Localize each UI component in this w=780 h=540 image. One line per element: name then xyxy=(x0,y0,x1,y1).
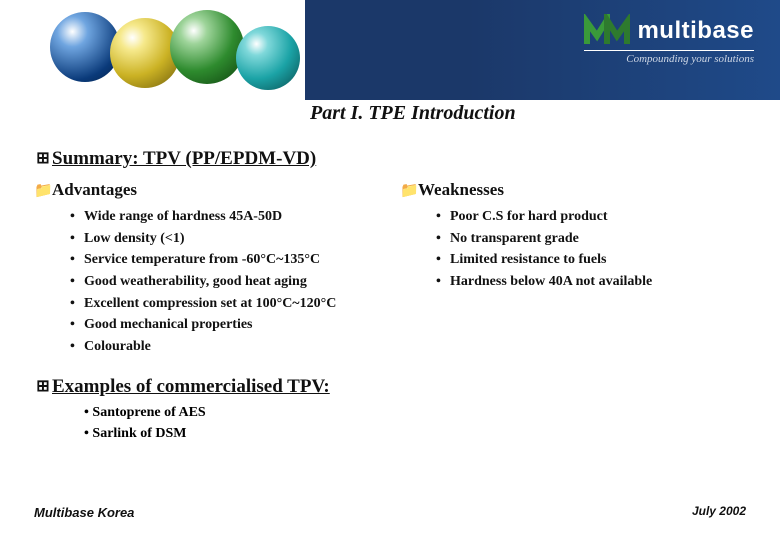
summary-row: ⊞ Summary: TPV (PP/EPDM-VD) xyxy=(34,148,746,170)
sphere-green-icon xyxy=(170,10,244,84)
weaknesses-head: 📁 Weaknesses xyxy=(400,180,746,200)
list-item: Wide range of hardness 45A-50D xyxy=(70,206,380,228)
logo-divider xyxy=(584,50,754,51)
list-item: Poor C.S for hard product xyxy=(436,206,746,228)
list-item: No transparent grade xyxy=(436,228,746,250)
list-item: • Santoprene of AES xyxy=(84,402,746,423)
footer-left: Multibase Korea xyxy=(34,505,134,520)
slide-root: multibase Compounding your solutions Par… xyxy=(0,0,780,540)
examples-row: ⊞ Examples of commercialised TPV: xyxy=(34,376,746,398)
logo-text: multibase xyxy=(637,17,754,45)
weaknesses-label: Weaknesses xyxy=(418,180,504,200)
folder-icon: 📁 xyxy=(34,181,52,199)
logo-slogan: Compounding your solutions xyxy=(584,53,754,65)
advantages-column: 📁 Advantages Wide range of hardness 45A-… xyxy=(34,180,380,358)
list-item: • Sarlink of DSM xyxy=(84,423,746,444)
slide-title: Part I. TPE Introduction xyxy=(310,102,516,125)
folder-icon: 📁 xyxy=(400,181,418,199)
sphere-teal-icon xyxy=(236,26,300,90)
list-item: Excellent compression set at 100°C~120°C xyxy=(70,293,380,315)
examples-heading: Examples of commercialised TPV: xyxy=(52,376,330,397)
logo-mark: multibase xyxy=(584,14,754,48)
logo: multibase Compounding your solutions xyxy=(584,14,754,65)
advantages-label: Advantages xyxy=(52,180,137,200)
advantages-list: Wide range of hardness 45A-50D Low densi… xyxy=(70,206,380,358)
examples-list: • Santoprene of AES • Sarlink of DSM xyxy=(84,402,746,444)
list-item: Hardness below 40A not available xyxy=(436,271,746,293)
content-area: ⊞ Summary: TPV (PP/EPDM-VD) 📁 Advantages… xyxy=(34,148,746,444)
list-item: Colourable xyxy=(70,336,380,358)
weaknesses-column: 📁 Weaknesses Poor C.S for hard product N… xyxy=(400,180,746,358)
list-item: Good weatherability, good heat aging xyxy=(70,271,380,293)
plus-icon: ⊞ xyxy=(34,148,52,168)
advantages-head: 📁 Advantages xyxy=(34,180,380,200)
footer-right: July 2002 xyxy=(692,504,746,518)
list-item: Limited resistance to fuels xyxy=(436,249,746,271)
plus-icon: ⊞ xyxy=(34,376,52,396)
examples-section: ⊞ Examples of commercialised TPV: • Sant… xyxy=(34,376,746,444)
summary-heading: Summary: TPV (PP/EPDM-VD) xyxy=(52,148,316,170)
list-item: Service temperature from -60°C~135°C xyxy=(70,249,380,271)
list-item: Low density (<1) xyxy=(70,228,380,250)
logo-m-icon xyxy=(583,14,631,48)
weaknesses-list: Poor C.S for hard product No transparent… xyxy=(436,206,746,293)
two-column: 📁 Advantages Wide range of hardness 45A-… xyxy=(34,180,746,358)
list-item: Good mechanical properties xyxy=(70,314,380,336)
header-spheres xyxy=(50,0,310,100)
